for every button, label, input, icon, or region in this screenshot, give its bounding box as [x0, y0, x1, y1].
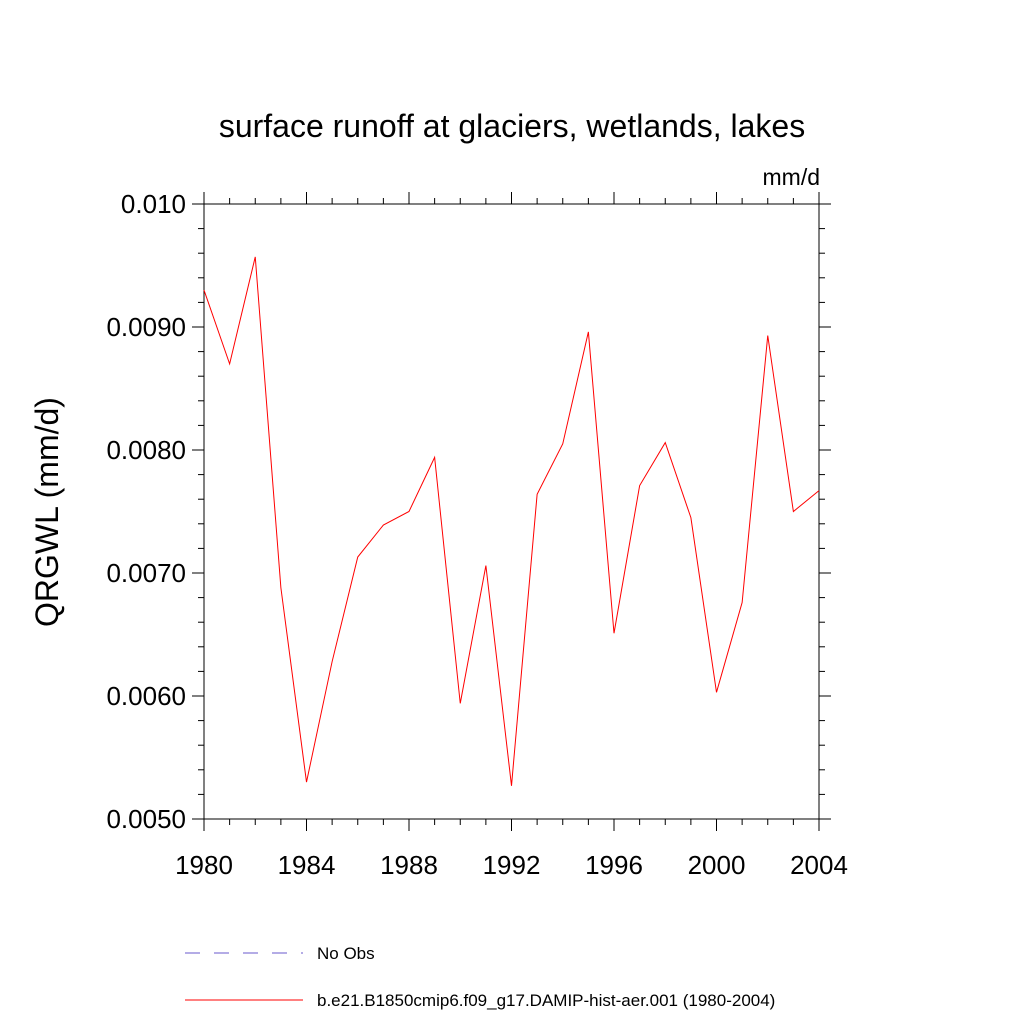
- plot-frame: [203, 203, 820, 820]
- x-tick-label: 2000: [688, 850, 746, 880]
- series-line: [203, 256, 820, 786]
- legend-label-no-obs: No Obs: [317, 944, 375, 963]
- legend: No Obs b.e21.B1850cmip6.f09_g17.DAMIP-hi…: [185, 944, 775, 1010]
- x-tick-label: 2004: [790, 850, 848, 880]
- y-tick-label: 0.0080: [106, 435, 186, 465]
- chart-title: surface runoff at glaciers, wetlands, la…: [219, 108, 805, 144]
- y-tick-label: 0.0060: [106, 681, 186, 711]
- x-tick-label: 1992: [483, 850, 541, 880]
- x-tick-label: 1984: [278, 850, 336, 880]
- legend-label-model: b.e21.B1850cmip6.f09_g17.DAMIP-hist-aer.…: [317, 991, 775, 1010]
- x-tick-label: 1988: [380, 850, 438, 880]
- axis-ticks: 1980 1984 1988 1992 1996 2000 2004 0.0050 0.0060…: [106, 189, 847, 880]
- y-tick-label: 0.0090: [106, 312, 186, 342]
- units-label: mm/d: [763, 164, 821, 190]
- y-tick-label: 0.0050: [106, 804, 186, 834]
- series-layer: [203, 256, 820, 786]
- y-tick-label: 0.010: [121, 189, 186, 219]
- y-tick-label: 0.0070: [106, 558, 186, 588]
- y-axis-label: QRGWL (mm/d): [29, 397, 65, 627]
- x-tick-label: 1996: [585, 850, 643, 880]
- x-tick-label: 1980: [175, 850, 233, 880]
